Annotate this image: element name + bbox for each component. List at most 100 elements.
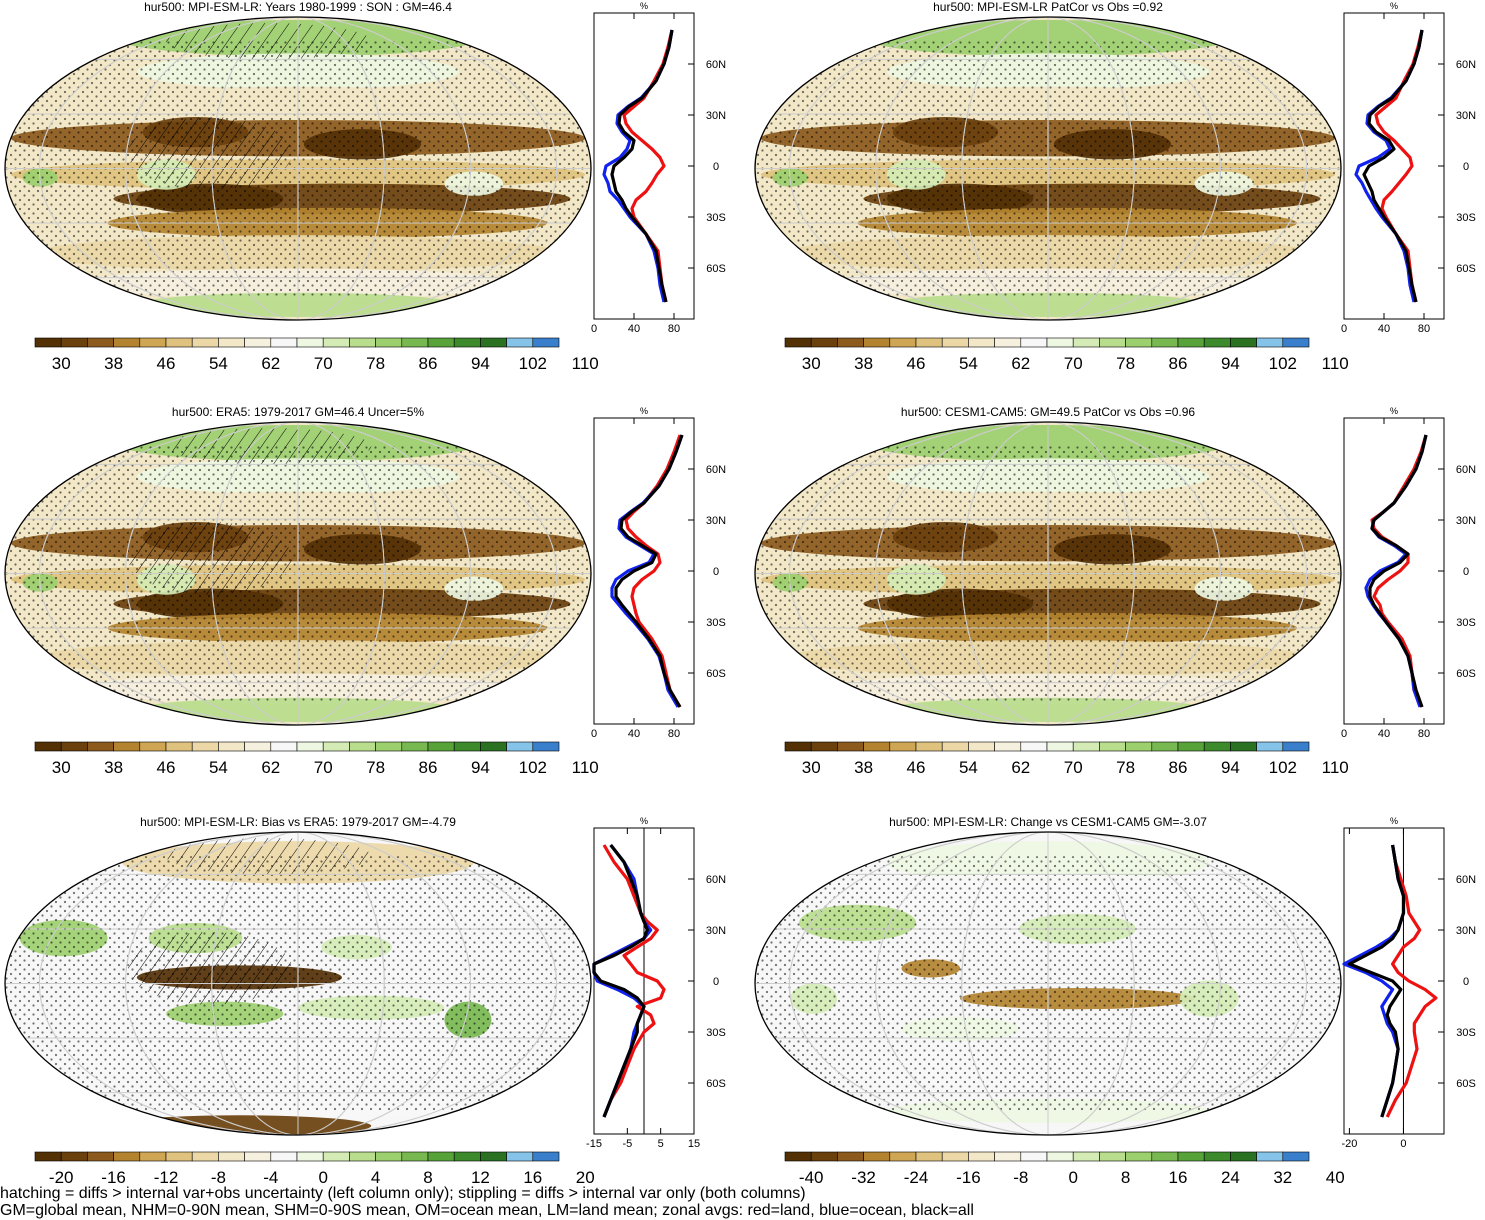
map-field [755,832,1341,1135]
colorbar-box [1047,742,1073,751]
map-title: hur500: MPI-ESM-LR: Bias vs ERA5: 1979-2… [140,815,456,829]
colorbar-box [114,742,140,751]
zonal-y-tick: 30N [1456,515,1476,527]
zonal-y-tick: 30N [706,925,726,937]
colorbar-label: 30 [802,354,821,373]
colorbar-label: 46 [157,354,176,373]
zonal-unit-label: % [1390,1,1398,11]
colorbar-box [1204,1152,1230,1161]
zonal-x-tick: 80 [668,323,680,335]
colorbar-box [890,1152,916,1161]
map-field [5,17,591,320]
zonal-x-tick: 5 [658,1138,664,1150]
colorbar-label: 38 [104,354,123,373]
colorbar-box [349,742,375,751]
colorbar-box [968,1152,994,1161]
colorbar-box [323,1152,349,1161]
panel-4: hur500: CESM1-CAM5: GM=49.5 PatCor vs Ob… [755,405,1476,777]
colorbar-box [1099,1152,1125,1161]
colorbar-label: 54 [209,758,228,777]
zonal-x-tick: 80 [1418,323,1430,335]
colorbar-box [349,338,375,347]
zonal-x-tick: 0 [1341,323,1347,335]
colorbar-label: 94 [1221,758,1240,777]
zonal-y-tick: 60N [706,464,726,476]
colorbar-box [942,742,968,751]
zonal-y-tick: 30S [1456,617,1476,629]
colorbar-box [1178,742,1204,751]
colorbar-box [1126,742,1152,751]
colorbar-box [837,742,863,751]
colorbar-label: 30 [52,354,71,373]
colorbar-label: 38 [854,354,873,373]
zonal-y-tick: 30S [706,617,726,629]
colorbar-box [916,742,942,751]
colorbar-label: 102 [519,758,547,777]
colorbar-box [1283,338,1309,347]
colorbar-box [507,1152,533,1161]
colorbar-box [166,338,192,347]
colorbar-box [1230,1152,1256,1161]
colorbar-label: 94 [471,354,490,373]
colorbar-box [533,742,559,751]
zonal-x-tick: -5 [622,1138,632,1150]
ocean-series [1366,435,1426,707]
zonal-x-tick: 40 [628,323,640,335]
colorbar-box [61,1152,87,1161]
zonal-y-tick: 30S [706,1027,726,1039]
colorbar-box [890,338,916,347]
colorbar-box [140,742,166,751]
colorbar-box [1047,338,1073,347]
colorbar-label: 102 [519,354,547,373]
colorbar-label: -8 [1013,1168,1028,1187]
colorbar-box [218,1152,244,1161]
colorbar-label: 86 [1169,758,1188,777]
colorbar-label: 8 [1121,1168,1130,1187]
colorbar-box [995,1152,1021,1161]
zonal-y-tick: 30N [706,515,726,527]
colorbar-box [1152,1152,1178,1161]
colorbar-label: -16 [956,1168,981,1187]
zonal-unit-label: % [640,1,648,11]
colorbar-label: 46 [907,758,926,777]
zonal-y-tick: 60S [1456,668,1476,680]
colorbar-box [87,742,113,751]
zonal-x-tick: 80 [1418,728,1430,740]
colorbar-box [864,1152,890,1161]
colorbar-label: 46 [907,354,926,373]
all-series [1349,845,1403,1117]
colorbar-box [480,1152,506,1161]
colorbar-box [271,338,297,347]
map-title: hur500: CESM1-CAM5: GM=49.5 PatCor vs Ob… [901,405,1195,419]
map-title: hur500: ERA5: 1979-2017 GM=46.4 Uncer=5% [172,405,424,419]
colorbar-box [166,1152,192,1161]
zonal-y-tick: 30S [706,212,726,224]
zonal-x-tick: 40 [628,728,640,740]
footer-line-1: hatching = diffs > internal var+obs unce… [0,1185,806,1203]
colorbar-box [454,742,480,751]
colorbar-box [480,742,506,751]
colorbar-box [1230,338,1256,347]
colorbar-box [1021,338,1047,347]
colorbar-box [995,338,1021,347]
colorbar-label: 30 [52,758,71,777]
zonal-x-tick: 15 [688,1138,700,1150]
zonal-y-tick: 30S [1456,1027,1476,1039]
zonal-y-tick: 0 [713,976,719,988]
zonal-y-tick: 30N [1456,110,1476,122]
colorbar-box [1257,338,1283,347]
colorbar-box [35,742,61,751]
colorbar-box [811,742,837,751]
zonal-x-tick: 80 [668,728,680,740]
colorbar-label: 86 [419,354,438,373]
colorbar-box [916,338,942,347]
all-series [594,845,647,1117]
colorbar-box [428,338,454,347]
colorbar-box [297,1152,323,1161]
colorbar-label: 24 [1221,1168,1240,1187]
panel-6: hur500: MPI-ESM-LR: Change vs CESM1-CAM5… [755,815,1476,1187]
